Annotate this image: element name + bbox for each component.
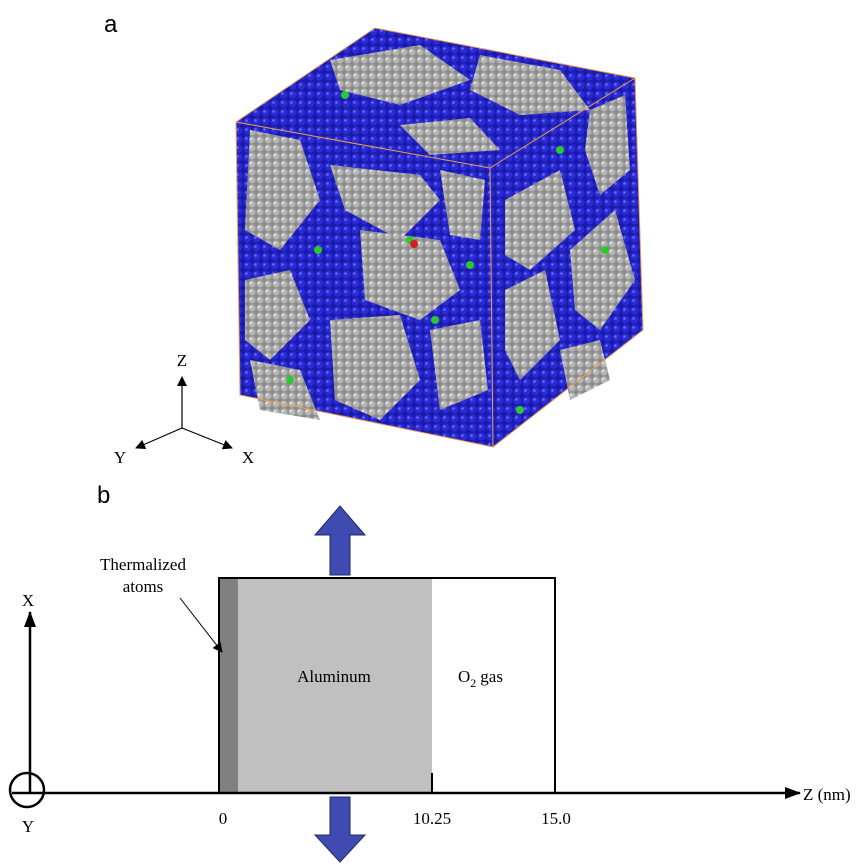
atom-cube — [236, 28, 643, 447]
y-axis-symbol — [10, 773, 44, 807]
axis-label: Y — [114, 448, 126, 467]
gas-formula: O — [458, 667, 470, 686]
subscript: 2 — [470, 676, 476, 690]
axis-triad — [136, 377, 232, 448]
tick-label: 10.25 — [413, 809, 451, 828]
annotation: atoms — [123, 577, 164, 596]
panel-label: b — [97, 482, 110, 509]
annotation: Thermalized — [100, 555, 186, 574]
axis-label: Y — [22, 817, 34, 836]
tick-label: 15.0 — [541, 809, 571, 828]
axis-label: Z (nm) — [803, 785, 851, 804]
axis-label: X — [242, 448, 254, 467]
region-label: Aluminum — [297, 667, 371, 686]
thermalized-region — [220, 579, 238, 792]
axis-label: Z — [177, 351, 187, 370]
tick-label: 0 — [219, 809, 228, 828]
figure: a — [0, 0, 866, 864]
axis-label: X — [22, 591, 34, 610]
gas-word: gas — [480, 667, 503, 686]
panel-label: a — [104, 11, 118, 38]
pointer — [180, 598, 222, 652]
